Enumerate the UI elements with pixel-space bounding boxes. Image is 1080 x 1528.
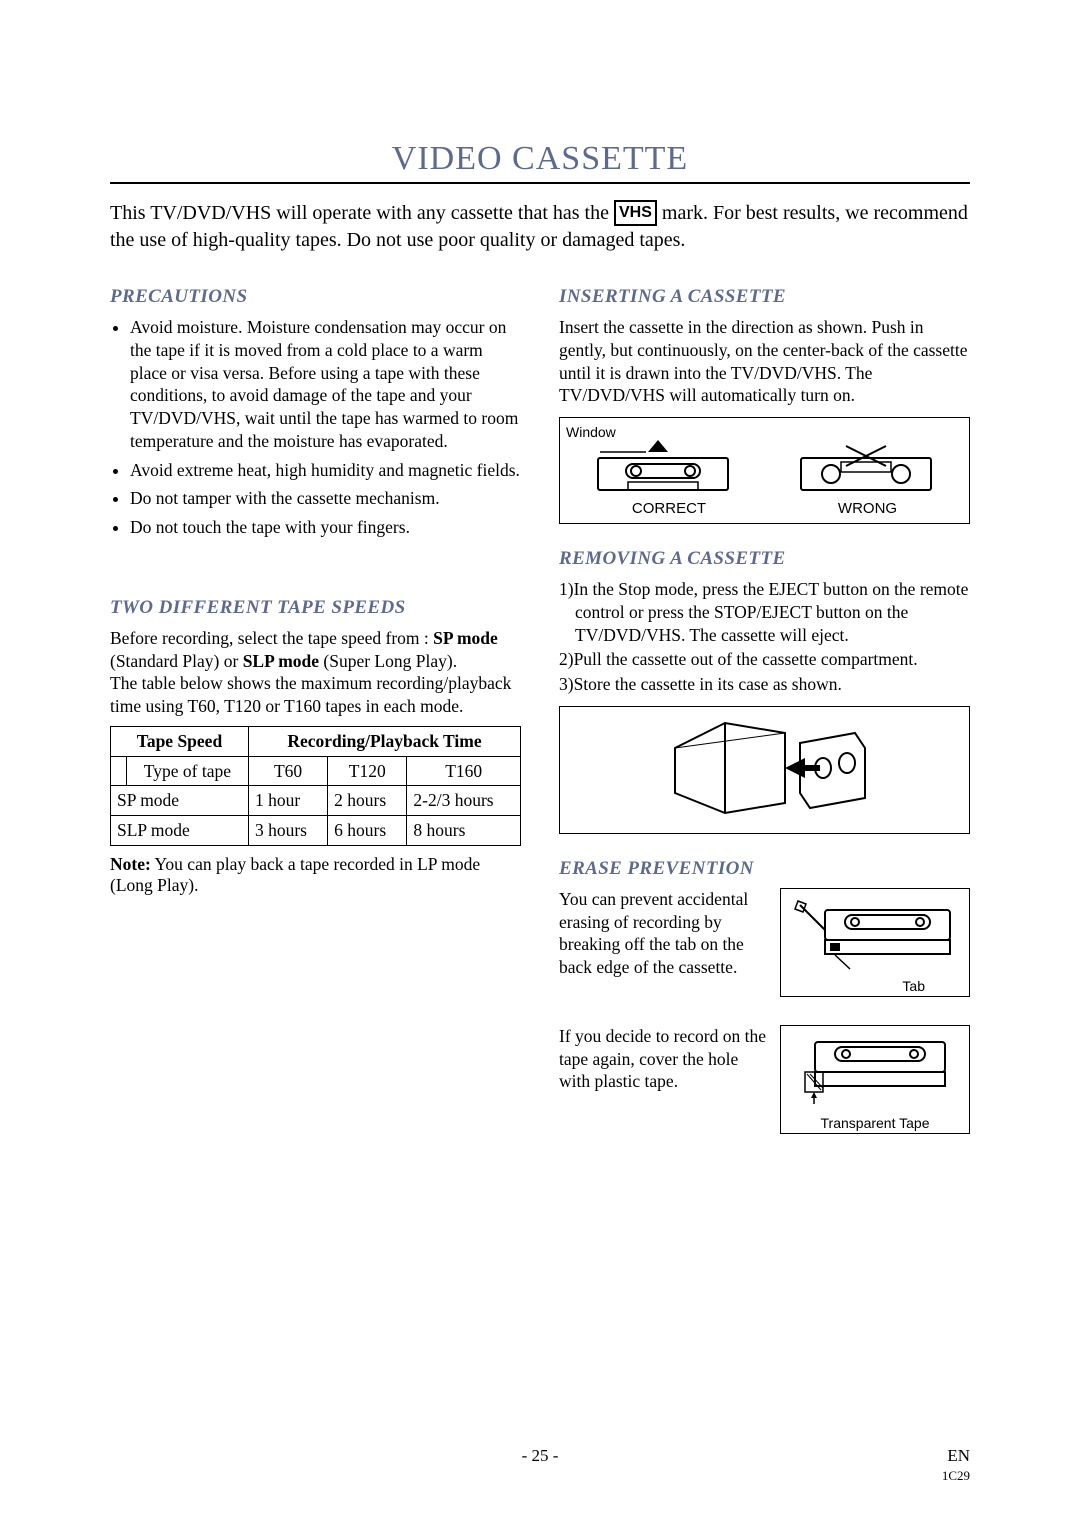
table-cell: SLP mode bbox=[111, 816, 249, 846]
speeds-note: Note: You can play back a tape recorded … bbox=[110, 854, 521, 896]
list-item: 1)In the Stop mode, press the EJECT butt… bbox=[559, 578, 970, 646]
table-head: Recording/Playback Time bbox=[248, 726, 520, 756]
table-head: Tape Speed bbox=[111, 726, 249, 756]
table-cell: T120 bbox=[328, 756, 407, 786]
table-cell: Type of tape bbox=[126, 756, 248, 786]
table-cell: T60 bbox=[248, 756, 327, 786]
inserting-heading: INSERTING A CASSETTE bbox=[559, 286, 970, 308]
fig-label-tab: Tab bbox=[785, 978, 965, 994]
footer-code: 1C29 bbox=[942, 1468, 970, 1484]
cassette-case-icon bbox=[655, 713, 875, 823]
table-cell: T160 bbox=[407, 756, 521, 786]
list-item: Do not touch the tape with your fingers. bbox=[130, 516, 521, 539]
tape-speed-table: Tape Speed Recording/Playback Time Type … bbox=[110, 726, 521, 846]
erase-para2: If you decide to record on the tape agai… bbox=[559, 1025, 766, 1093]
vhs-mark-icon: VHS bbox=[614, 200, 657, 226]
list-item: 3)Store the cassette in its case as show… bbox=[559, 673, 970, 696]
list-item: Avoid extreme heat, high humidity and ma… bbox=[130, 459, 521, 482]
speeds-heading: TWO DIFFERENT TAPE SPEEDS bbox=[110, 597, 521, 619]
intro-paragraph: This TV/DVD/VHS will operate with any ca… bbox=[110, 200, 970, 254]
erase-figure-tab: Tab bbox=[780, 888, 970, 997]
table-cell: 1 hour bbox=[248, 786, 327, 816]
erase-para1: You can prevent accidental erasing of re… bbox=[559, 888, 766, 979]
note-text: You can play back a tape recorded in LP … bbox=[110, 854, 480, 895]
cassette-tab-icon bbox=[790, 895, 960, 975]
erase-figure-tape: Transparent Tape bbox=[780, 1025, 970, 1134]
sp-mode-bold: SP mode bbox=[433, 628, 498, 648]
table-cell: 3 hours bbox=[248, 816, 327, 846]
cassette-wrong-icon bbox=[791, 438, 941, 498]
erase-heading: ERASE PREVENTION bbox=[559, 858, 970, 880]
removing-heading: REMOVING A CASSETTE bbox=[559, 548, 970, 570]
removing-figure bbox=[559, 706, 970, 834]
table-cell: 6 hours bbox=[328, 816, 407, 846]
removing-list: 1)In the Stop mode, press the EJECT butt… bbox=[559, 578, 970, 696]
table-cell: SP mode bbox=[111, 786, 249, 816]
page-title: VIDEO CASSETTE bbox=[110, 140, 970, 184]
intro-pre: This TV/DVD/VHS will operate with any ca… bbox=[110, 202, 614, 224]
fig-caption-correct: CORRECT bbox=[632, 500, 706, 517]
fig-label-transparent-tape: Transparent Tape bbox=[785, 1115, 965, 1131]
footer-lang: EN bbox=[947, 1446, 970, 1466]
table-cell: 2 hours bbox=[328, 786, 407, 816]
cassette-tape-icon bbox=[790, 1032, 960, 1112]
text: (Super Long Play). bbox=[319, 651, 457, 671]
table-cell: 2-2/3 hours bbox=[407, 786, 521, 816]
table-cell: 8 hours bbox=[407, 816, 521, 846]
slp-mode-bold: SLP mode bbox=[243, 651, 319, 671]
note-bold: Note: bbox=[110, 854, 151, 874]
list-item: 2)Pull the cassette out of the cassette … bbox=[559, 648, 970, 671]
text: (Standard Play) or bbox=[110, 651, 243, 671]
speeds-para1: Before recording, select the tape speed … bbox=[110, 627, 521, 673]
inserting-figure: Window bbox=[559, 417, 970, 524]
page-number: - 25 - bbox=[0, 1446, 1080, 1466]
list-item: Avoid moisture. Moisture condensation ma… bbox=[130, 316, 521, 453]
text: Before recording, select the tape speed … bbox=[110, 628, 433, 648]
inserting-para: Insert the cassette in the direction as … bbox=[559, 316, 970, 407]
fig-caption-wrong: WRONG bbox=[838, 500, 897, 517]
speeds-para2: The table below shows the maximum record… bbox=[110, 672, 521, 718]
cassette-correct-icon bbox=[588, 438, 738, 498]
table-cell bbox=[111, 756, 127, 786]
precautions-heading: PRECAUTIONS bbox=[110, 286, 521, 308]
list-item: Do not tamper with the cassette mechanis… bbox=[130, 487, 521, 510]
precautions-list: Avoid moisture. Moisture condensation ma… bbox=[110, 316, 521, 539]
